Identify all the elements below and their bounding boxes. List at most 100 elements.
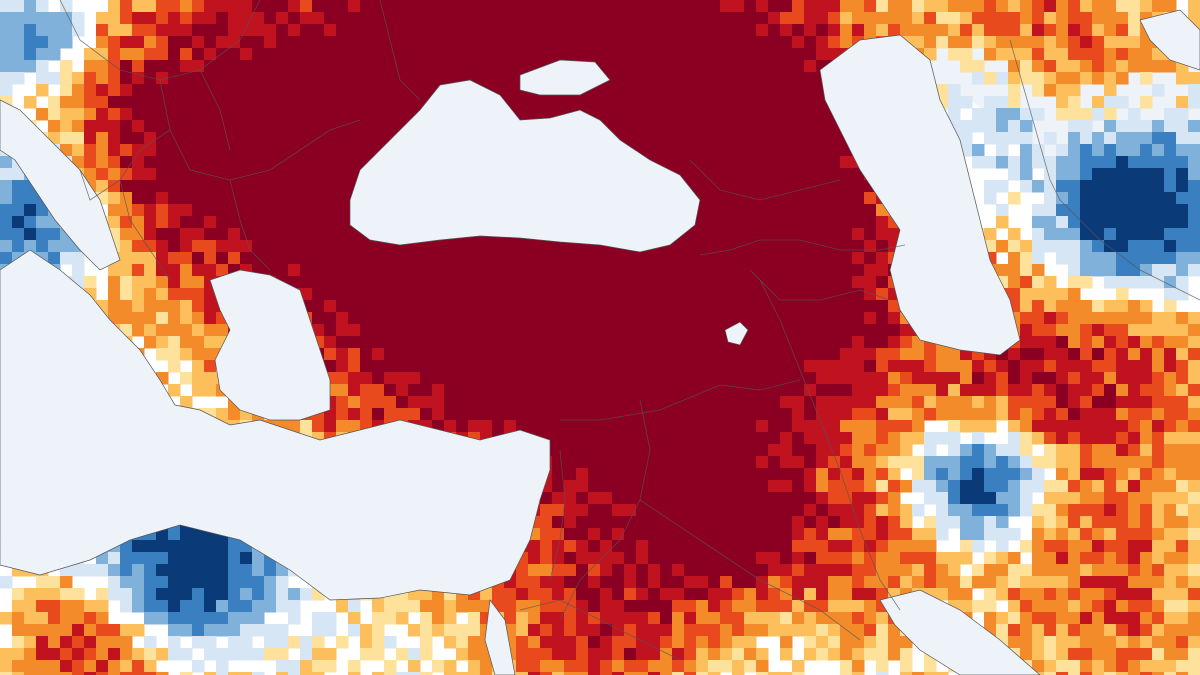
anomaly-cell — [336, 144, 349, 157]
anomaly-cell — [1008, 384, 1021, 397]
anomaly-cell — [984, 456, 997, 469]
anomaly-cell — [876, 0, 889, 13]
anomaly-cell — [1116, 564, 1129, 577]
anomaly-cell — [576, 336, 589, 349]
anomaly-cell — [888, 432, 901, 445]
anomaly-cell — [744, 0, 757, 13]
anomaly-cell — [684, 276, 697, 289]
anomaly-cell — [168, 276, 181, 289]
anomaly-cell — [240, 552, 253, 565]
anomaly-cell — [516, 636, 529, 649]
anomaly-cell — [948, 480, 961, 493]
anomaly-cell — [576, 468, 589, 481]
anomaly-cell — [1056, 444, 1069, 457]
anomaly-cell — [984, 36, 997, 49]
anomaly-cell — [1068, 132, 1081, 145]
anomaly-cell — [768, 456, 781, 469]
anomaly-cell — [1056, 36, 1069, 49]
anomaly-cell — [324, 312, 337, 325]
anomaly-cell — [804, 264, 817, 277]
anomaly-cell — [1092, 372, 1105, 385]
anomaly-cell — [1176, 540, 1189, 553]
anomaly-cell — [816, 252, 829, 265]
anomaly-cell — [852, 516, 865, 529]
anomaly-cell — [504, 360, 517, 373]
anomaly-cell — [1032, 24, 1045, 37]
anomaly-cell — [588, 276, 601, 289]
anomaly-cell — [180, 324, 193, 337]
anomaly-cell — [660, 36, 673, 49]
anomaly-cell — [288, 24, 301, 37]
anomaly-cell — [432, 276, 445, 289]
anomaly-cell — [348, 72, 361, 85]
anomaly-cell — [888, 552, 901, 565]
anomaly-cell — [960, 528, 973, 541]
anomaly-cell — [768, 120, 781, 133]
anomaly-cell — [1080, 492, 1093, 505]
anomaly-cell — [696, 480, 709, 493]
anomaly-cell — [696, 228, 709, 241]
anomaly-cell — [972, 120, 985, 133]
anomaly-cell — [1104, 96, 1117, 109]
anomaly-cell — [1164, 228, 1177, 241]
anomaly-cell — [816, 24, 829, 37]
anomaly-cell — [672, 96, 685, 109]
anomaly-cell — [780, 444, 793, 457]
anomaly-cell — [744, 12, 757, 25]
anomaly-cell — [192, 564, 205, 577]
anomaly-cell — [168, 48, 181, 61]
anomaly-cell — [72, 108, 85, 121]
anomaly-cell — [900, 552, 913, 565]
anomaly-cell — [180, 48, 193, 61]
anomaly-cell — [696, 504, 709, 517]
anomaly-cell — [180, 108, 193, 121]
anomaly-cell — [264, 84, 277, 97]
anomaly-cell — [720, 552, 733, 565]
anomaly-cell — [1164, 120, 1177, 133]
anomaly-cell — [744, 144, 757, 157]
anomaly-cell — [756, 456, 769, 469]
anomaly-cell — [804, 36, 817, 49]
anomaly-cell — [1056, 420, 1069, 433]
anomaly-cell — [672, 564, 685, 577]
anomaly-cell — [1116, 12, 1129, 25]
anomaly-cell — [828, 600, 841, 613]
anomaly-cell — [828, 24, 841, 37]
anomaly-cell — [204, 600, 217, 613]
anomaly-cell — [708, 96, 721, 109]
anomaly-cell — [1020, 372, 1033, 385]
anomaly-cell — [60, 636, 73, 649]
anomaly-cell — [312, 288, 325, 301]
anomaly-cell — [516, 360, 529, 373]
anomaly-cell — [972, 0, 985, 13]
anomaly-cell — [792, 144, 805, 157]
anomaly-cell — [540, 552, 553, 565]
anomaly-cell — [72, 132, 85, 145]
anomaly-cell — [552, 252, 565, 265]
anomaly-cell — [852, 420, 865, 433]
anomaly-cell — [888, 228, 901, 241]
anomaly-cell — [1092, 204, 1105, 217]
anomaly-cell — [144, 144, 157, 157]
anomaly-cell — [624, 600, 637, 613]
anomaly-cell — [924, 492, 937, 505]
anomaly-cell — [0, 72, 13, 85]
anomaly-cell — [576, 456, 589, 469]
anomaly-cell — [660, 144, 673, 157]
anomaly-cell — [708, 48, 721, 61]
anomaly-cell — [744, 420, 757, 433]
anomaly-cell — [696, 564, 709, 577]
anomaly-cell — [156, 60, 169, 73]
anomaly-cell — [1176, 264, 1189, 277]
anomaly-cell — [432, 600, 445, 613]
anomaly-cell — [240, 156, 253, 169]
anomaly-cell — [936, 480, 949, 493]
anomaly-cell — [1176, 528, 1189, 541]
anomaly-cell — [828, 240, 841, 253]
anomaly-cell — [540, 36, 553, 49]
anomaly-cell — [768, 48, 781, 61]
anomaly-cell — [996, 48, 1009, 61]
anomaly-cell — [600, 264, 613, 277]
anomaly-cell — [840, 612, 853, 625]
anomaly-cell — [624, 552, 637, 565]
